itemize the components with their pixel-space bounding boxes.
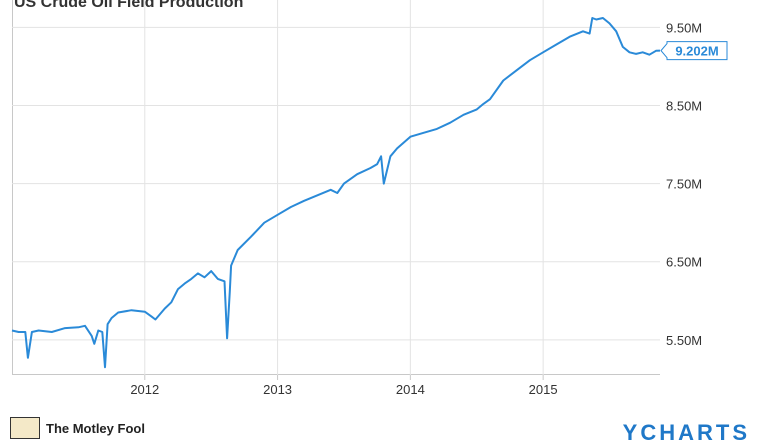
source-text: The Motley Fool [46, 420, 145, 436]
chart-svg: 5.50M 6.50M 7.50M 8.50M 9.50M 2012 2013 2014 201… [11, 0, 728, 397]
y-tick-label: 7.50M [666, 177, 702, 192]
jester-logo [10, 417, 40, 439]
y-tick-label: 5.50M [666, 333, 702, 348]
source-credit: The Motley Fool [10, 417, 145, 439]
x-tick-label: 2014 [396, 382, 425, 397]
series-line [11, 17, 661, 369]
chart-title: US Crude Oil Field Production [14, 0, 244, 11]
y-tick-label: 6.50M [666, 255, 702, 270]
x-tick-label: 2015 [529, 382, 558, 397]
x-tick-label: 2012 [130, 382, 159, 397]
y-tick-label: 8.50M [666, 98, 702, 113]
x-tick-label: 2013 [263, 382, 292, 397]
y-tick-label: 9.50M [666, 20, 702, 35]
brand-wordmark: YCHARTS [622, 420, 750, 445]
last-value-label: 9.202M [675, 44, 718, 59]
chart: 5.50M 6.50M 7.50M 8.50M 9.50M 2012 2013 2014 201… [11, 0, 728, 397]
last-value-box [660, 41, 728, 61]
plot-area [12, 0, 660, 375]
